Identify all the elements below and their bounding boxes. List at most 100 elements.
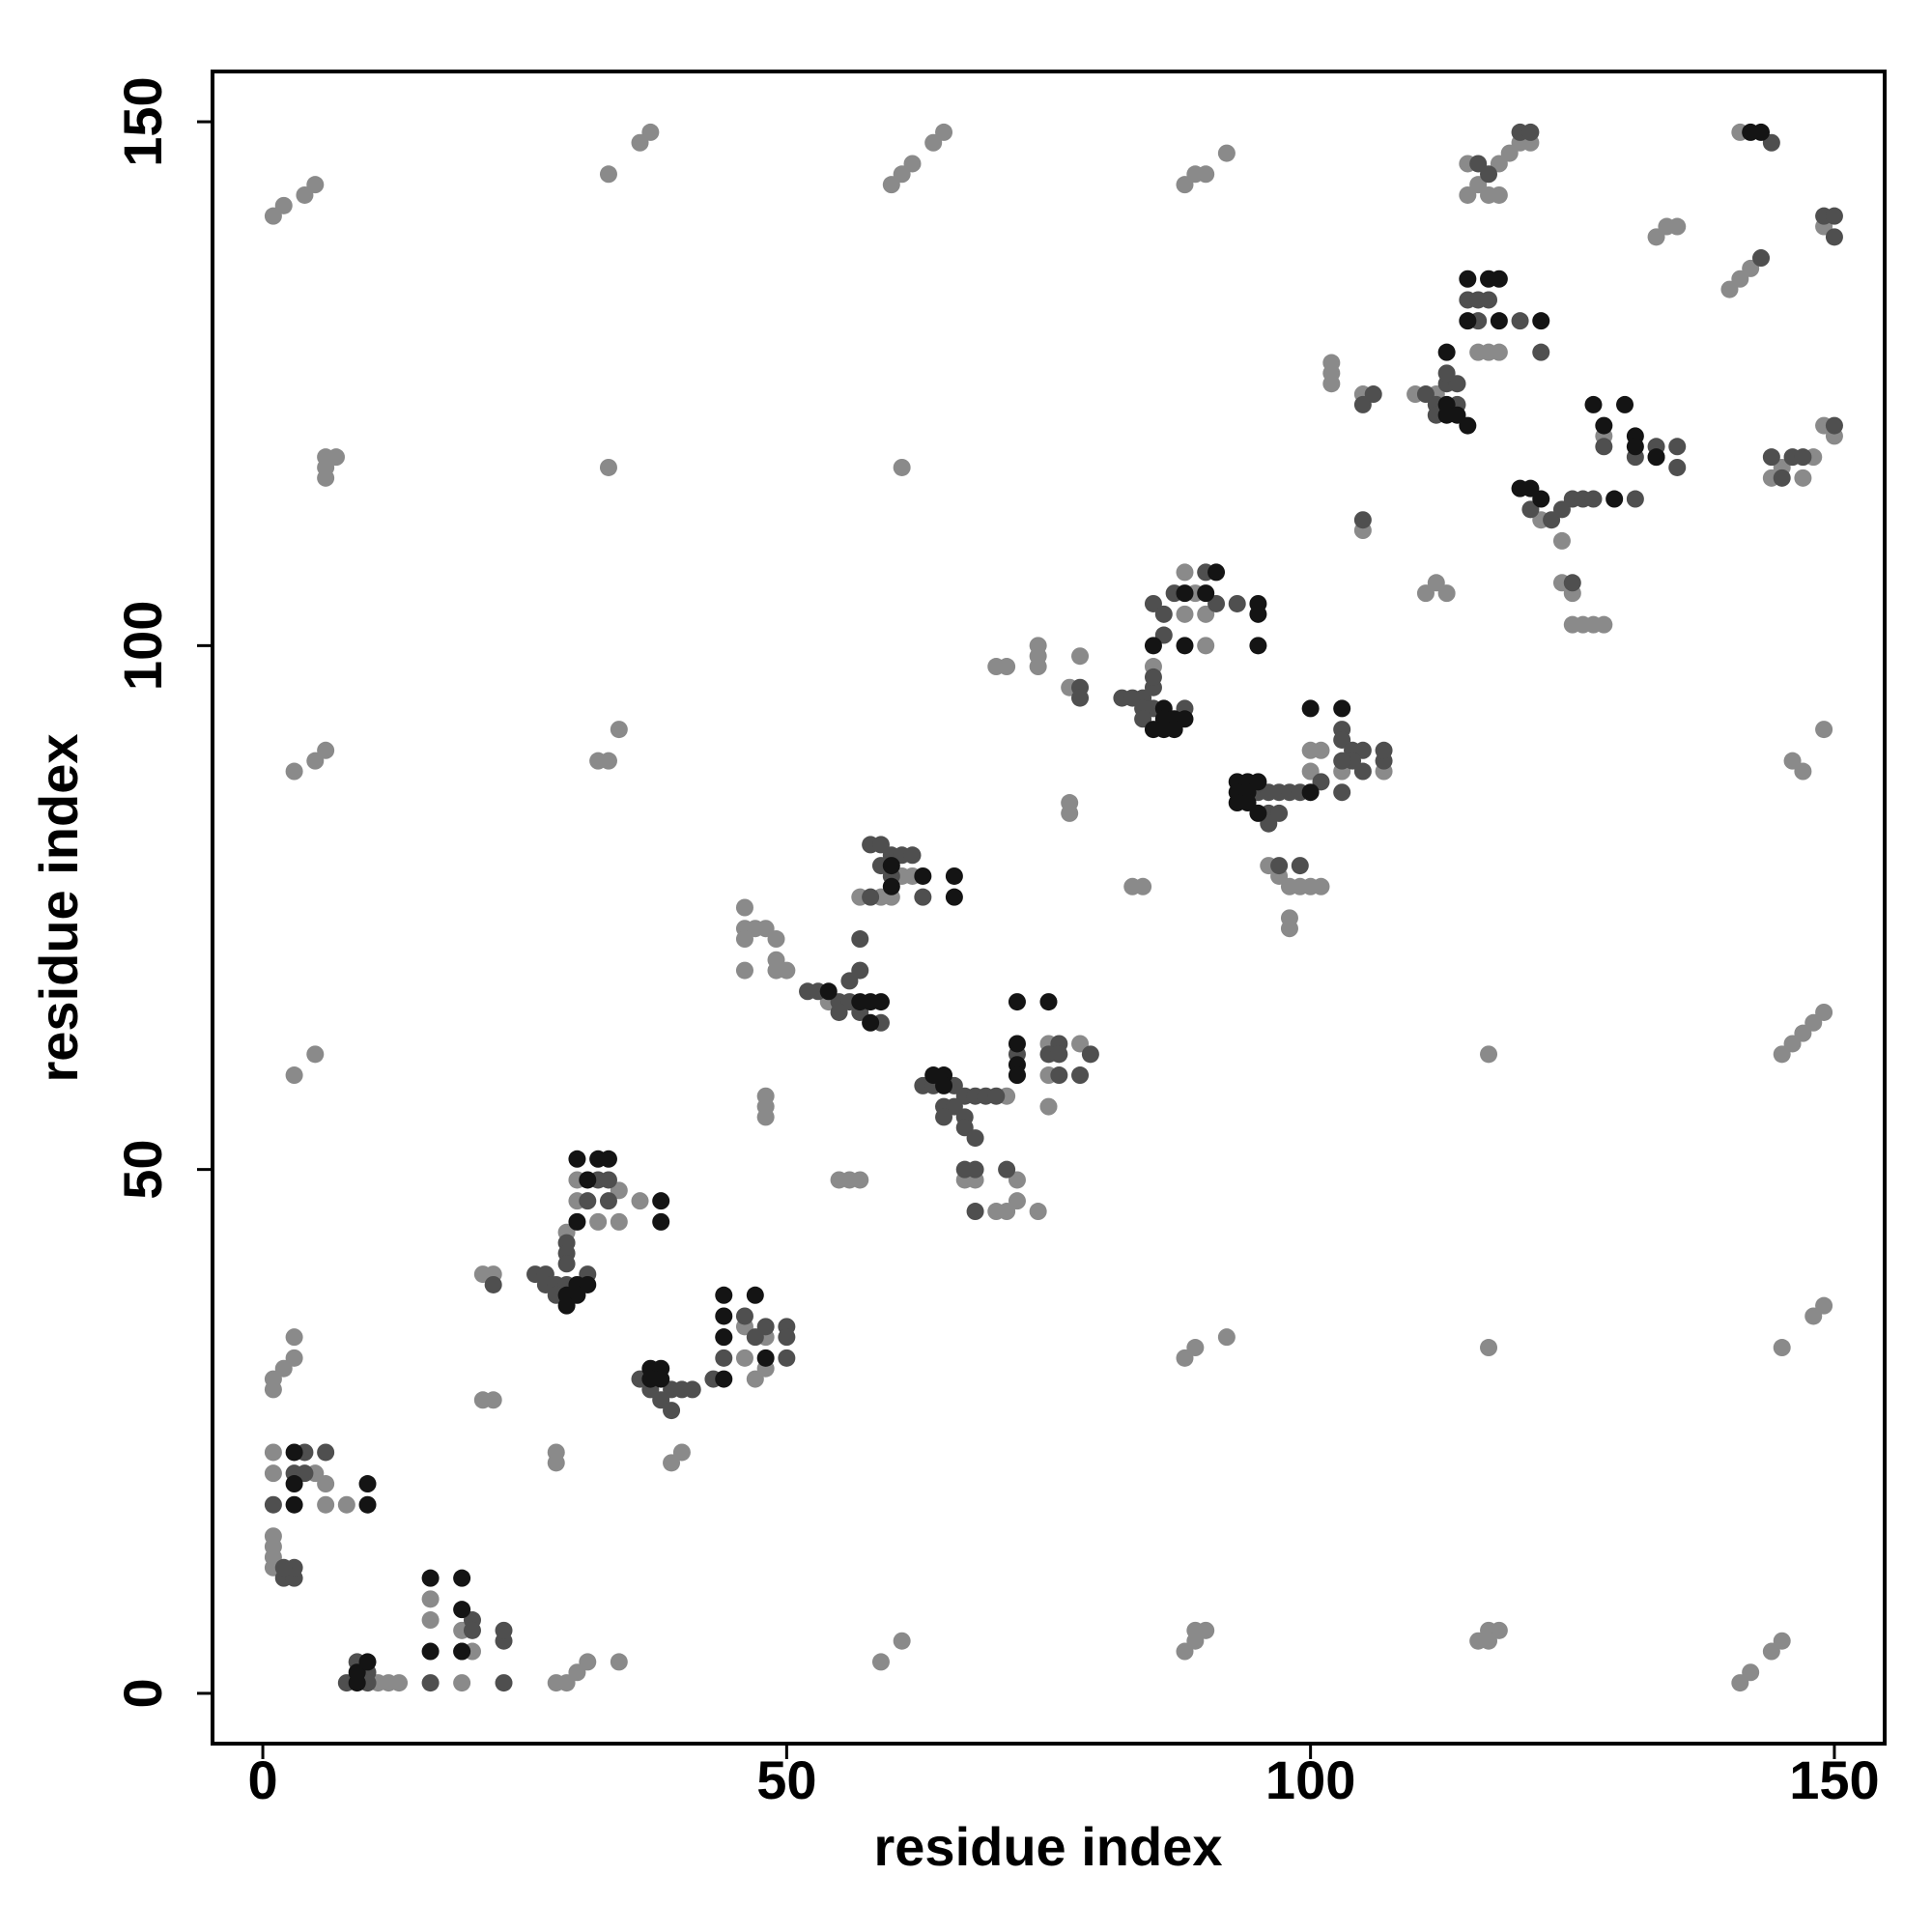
contact-point <box>568 1150 586 1168</box>
contact-point <box>1144 637 1162 655</box>
contact-point <box>453 1642 471 1661</box>
contact-point <box>1144 668 1162 686</box>
contact-point <box>1480 1632 1498 1650</box>
contact-point <box>1511 312 1529 330</box>
contact-point <box>1039 1097 1058 1116</box>
contact-point <box>1490 312 1508 330</box>
contact-point <box>1595 416 1613 435</box>
contact-point <box>998 1160 1016 1179</box>
contact-point <box>1595 615 1613 634</box>
contact-point <box>317 1495 335 1514</box>
contact-point <box>1668 217 1687 236</box>
contact-point <box>641 123 660 141</box>
contact-point <box>663 1402 681 1420</box>
contact-point <box>1532 343 1550 361</box>
contact-point <box>610 721 628 739</box>
contact-point <box>285 1066 303 1085</box>
contact-point <box>914 888 932 906</box>
contact-point <box>1437 343 1456 361</box>
x-tick-label: 0 <box>247 1749 277 1810</box>
contact-point <box>1815 721 1833 739</box>
contact-point <box>862 888 880 906</box>
contact-point <box>285 1328 303 1347</box>
contact-point <box>966 1203 984 1221</box>
contact-point <box>935 123 953 141</box>
contact-point <box>285 1349 303 1367</box>
contact-point <box>767 951 785 969</box>
contact-point <box>421 1569 440 1587</box>
contact-point <box>1783 752 1802 770</box>
contact-point <box>1249 637 1267 655</box>
contact-point <box>767 930 785 949</box>
contact-point <box>1291 857 1309 875</box>
contact-point <box>421 1674 440 1692</box>
contact-point <box>1521 123 1540 141</box>
contact-point <box>453 1569 471 1587</box>
contact-point <box>599 1150 617 1168</box>
contact-point <box>735 1349 753 1367</box>
contact-point <box>715 1370 733 1388</box>
contact-point <box>421 1611 440 1630</box>
contact-point <box>1626 438 1644 456</box>
contact-point <box>1552 531 1571 550</box>
contact-point <box>358 1653 377 1671</box>
contact-point <box>579 1192 597 1210</box>
contact-point <box>871 993 890 1011</box>
contact-point <box>1742 1663 1760 1682</box>
contact-point <box>579 1653 597 1671</box>
contact-point <box>1154 605 1173 623</box>
contact-point <box>1061 794 1079 812</box>
contact-point <box>264 1495 282 1514</box>
contact-point <box>1071 1066 1090 1085</box>
contact-point <box>1437 406 1456 424</box>
contact-point <box>652 1370 670 1388</box>
contact-point <box>862 1013 880 1032</box>
contact-point <box>1773 1339 1791 1357</box>
contact-point <box>1825 416 1843 435</box>
contact-point <box>998 658 1016 676</box>
contact-point <box>1081 1045 1099 1064</box>
contact-point <box>893 458 911 476</box>
contact-point <box>453 1601 471 1619</box>
contact-point <box>610 1653 628 1671</box>
contact-point <box>1480 1045 1498 1064</box>
contact-point <box>317 469 335 487</box>
contact-point <box>735 898 753 917</box>
y-tick-label: 150 <box>112 76 173 166</box>
contact-point <box>1312 877 1330 895</box>
contact-point <box>871 1653 890 1671</box>
contact-point <box>1353 511 1372 529</box>
contact-point <box>903 155 922 173</box>
contact-point <box>1186 1339 1205 1357</box>
contact-point <box>557 1255 576 1273</box>
x-tick-label: 150 <box>1789 1749 1879 1810</box>
contact-point <box>274 1558 293 1577</box>
contact-point <box>914 867 932 885</box>
contact-point <box>1437 364 1456 383</box>
contact-point <box>599 752 617 770</box>
contact-point <box>348 1674 366 1692</box>
contact-point <box>1605 490 1624 508</box>
contact-point <box>1794 469 1812 487</box>
contact-point <box>1490 343 1508 361</box>
contact-point <box>1071 647 1090 666</box>
contact-point <box>1144 721 1162 739</box>
contact-point <box>1459 185 1477 204</box>
contact-point <box>1134 877 1152 895</box>
contact-point <box>1322 375 1341 393</box>
contact-point <box>599 1171 617 1189</box>
contact-point <box>1029 1203 1047 1221</box>
contact-point <box>463 1621 481 1639</box>
contact-point <box>1480 291 1498 309</box>
contact-point <box>1312 741 1330 759</box>
contact-point <box>778 1328 796 1347</box>
contact-point <box>1217 1328 1236 1347</box>
contact-point <box>735 961 753 980</box>
contact-point <box>1333 783 1351 802</box>
contact-point <box>1584 395 1603 413</box>
y-tick-label: 100 <box>112 601 173 691</box>
contact-point <box>945 867 963 885</box>
contact-point <box>495 1674 513 1692</box>
contact-point <box>1008 993 1026 1011</box>
contact-point <box>1186 1621 1205 1639</box>
